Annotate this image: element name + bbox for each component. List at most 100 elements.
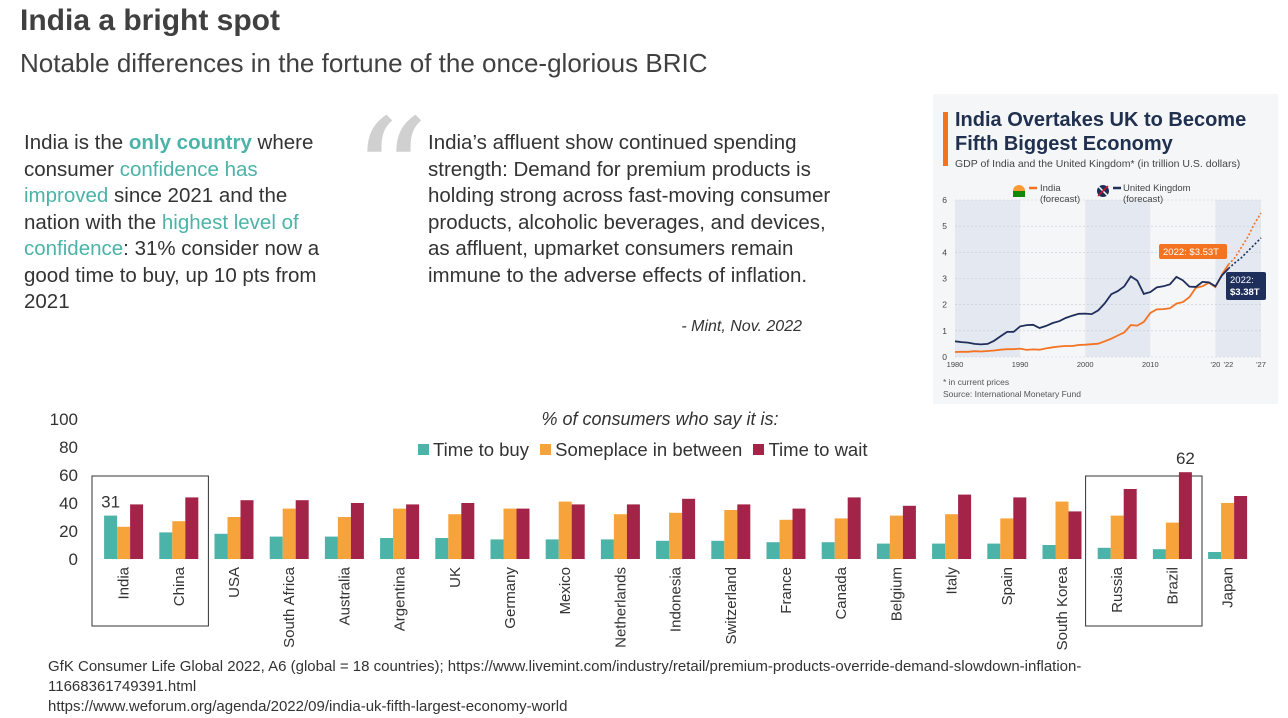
bar-someplace-in-between (558, 501, 572, 559)
callout-uk-year: 2022: (1230, 275, 1254, 286)
bar-someplace-in-between (393, 508, 407, 559)
insight-text-part: where consumer (24, 131, 314, 181)
bar-someplace-in-between (889, 515, 903, 559)
bar-someplace-in-between (669, 512, 683, 559)
callout-india: 2022: $3.53T (1159, 244, 1227, 259)
bar-time-to-buy (324, 536, 338, 559)
callout-india-box (1159, 244, 1227, 259)
series-india-forecast (1227, 212, 1262, 266)
bar-time-to-wait (792, 508, 806, 559)
bar-time-to-buy (545, 539, 559, 559)
x-tick-label: Canada (833, 566, 850, 619)
inset-footnote: * in current prices (943, 377, 1009, 387)
x-tick-label: Germany (502, 567, 519, 629)
callout-uk-box (1226, 272, 1266, 300)
x-tick-label: China (171, 566, 188, 606)
x-tick-label: India (116, 566, 133, 599)
bar-time-to-wait (737, 504, 751, 559)
bar-someplace-in-between (724, 510, 738, 559)
x-tick-label: Brazil (1164, 567, 1181, 605)
bar-someplace-in-between (282, 508, 296, 559)
legend-swatch (540, 444, 552, 455)
inset-y-tick: 3 (942, 274, 947, 284)
inset-accent-bar (943, 112, 948, 166)
inset-legend: India (forecast) United Kingdom (forecas… (1013, 183, 1191, 205)
x-tick-label: Japan (1220, 567, 1237, 608)
bar-time-to-buy (987, 543, 1001, 559)
bar-time-to-wait (130, 504, 144, 559)
bar-someplace-in-between (172, 521, 186, 559)
legend-uk-label: United Kingdom (1123, 183, 1191, 194)
x-tick-label: Italy (944, 567, 961, 595)
inset-y-tick: 1 (942, 326, 947, 336)
inset-x-tick: 1980 (947, 360, 964, 369)
inset-y-tick: 0 (942, 352, 947, 362)
bar-time-to-wait (240, 500, 254, 559)
x-tick-label: Indonesia (668, 566, 685, 632)
bar-someplace-in-between (1165, 522, 1179, 559)
bar-someplace-in-between (834, 518, 848, 559)
bar-time-to-wait (1234, 496, 1248, 559)
bar-time-to-wait (295, 500, 309, 559)
bar-time-to-buy (1097, 547, 1111, 559)
chart-legend: Time to buy Someplace in between Time to… (418, 439, 873, 461)
bar-time-to-wait (571, 504, 585, 559)
highlight-box (1085, 475, 1203, 627)
insight-highlight-confidence: confidence has improved (24, 157, 258, 208)
bar-someplace-in-between (448, 514, 462, 559)
bar-time-to-wait (1123, 489, 1137, 559)
callout-uk: 2022: $3.38T (1226, 272, 1266, 300)
bar-time-to-buy (1152, 549, 1166, 559)
legend-label: Time to wait (768, 439, 868, 460)
bar-time-to-wait (1178, 472, 1192, 559)
chart-title: % of consumers who say it is: (541, 409, 779, 429)
inset-x-tick: 1990 (1012, 360, 1029, 369)
bar-someplace-in-between (613, 514, 627, 559)
bar-time-to-wait (682, 498, 696, 559)
y-tick-label: 20 (59, 522, 78, 541)
footnote-line: https://www.weforum.org/agenda/2022/09/i… (48, 698, 568, 715)
callout-india-text: 2022: $3.53T (1163, 247, 1219, 258)
x-tick-label: Spain (999, 567, 1016, 605)
bar-someplace-in-between (1221, 503, 1235, 559)
x-tick-label: Russia (1109, 566, 1126, 613)
inset-x-tick: 2000 (1077, 360, 1094, 369)
bar-someplace-in-between (227, 517, 241, 559)
quote-intro: India’s affluent show continued spending… (428, 131, 797, 181)
insight-text-part: : 31% consider now a good time to buy, u… (24, 237, 320, 313)
inset-y-tick: 6 (942, 195, 947, 205)
legend-item-someplace-between: Someplace in between (540, 439, 742, 461)
x-tick-label: Netherlands (612, 567, 629, 648)
quote-mark-icon: “ (352, 88, 429, 262)
bar-time-to-buy (876, 543, 890, 559)
insight-text: India is the only country where consumer… (24, 130, 324, 316)
bar-time-to-wait (626, 504, 640, 559)
bar-time-to-wait (516, 508, 530, 559)
legend-item-time-to-wait: Time to wait (753, 439, 867, 461)
x-tick-label: South Korea (1054, 566, 1071, 650)
bar-time-to-wait (847, 497, 861, 559)
bar-time-to-wait (185, 497, 199, 559)
legend-item-time-to-buy: Time to buy (418, 439, 529, 461)
inset-x-tick: 2010 (1142, 360, 1159, 369)
y-tick-label: 40 (59, 494, 78, 513)
data-label: 62 (1176, 449, 1195, 468)
bar-someplace-in-between (1000, 518, 1014, 559)
bar-time-to-buy (1208, 552, 1222, 559)
bar-time-to-buy (766, 542, 780, 559)
bar-time-to-buy (711, 540, 725, 559)
x-tick-label: Switzerland (723, 567, 740, 645)
bar-time-to-buy (435, 538, 449, 559)
footnote: GfK Consumer Life Global 2022, A6 (globa… (48, 657, 1268, 717)
inset-y-tick: 4 (942, 247, 947, 257)
highlight-box (91, 475, 209, 627)
series-united-kingdom-forecast (1227, 237, 1262, 270)
bar-time-to-buy (656, 540, 670, 559)
series-united-kingdom (954, 267, 1230, 346)
inset-x-tick: '20 (1211, 360, 1221, 369)
inset-x-tick: '27 (1256, 360, 1266, 369)
data-label: 31 (101, 493, 120, 512)
y-tick-label: 0 (69, 550, 78, 569)
footnote-line: 11668361749391.html (48, 678, 197, 695)
y-tick-label: 80 (59, 438, 78, 457)
